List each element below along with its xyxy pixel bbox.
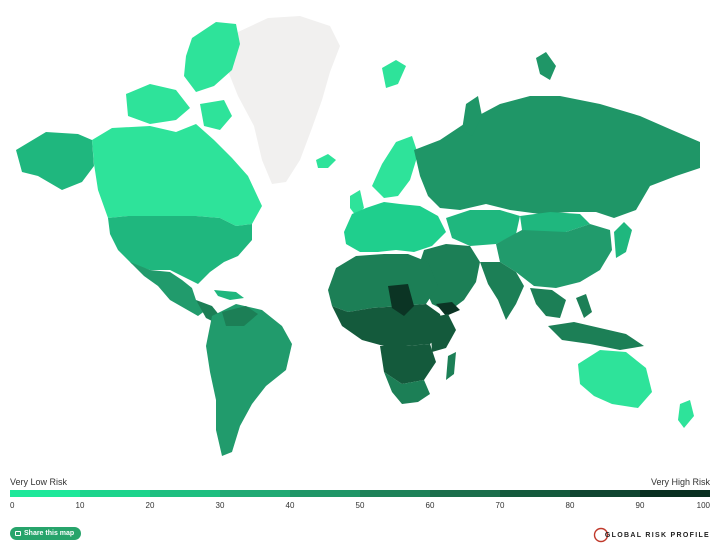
map-region-alaska[interactable] <box>16 132 94 190</box>
map-region-caribbean[interactable] <box>214 290 244 300</box>
map-region-russia[interactable] <box>414 96 700 218</box>
map-region-new-zealand[interactable] <box>678 400 694 428</box>
map-region-mexico[interactable] <box>130 262 206 316</box>
share-map-button[interactable]: Share this map <box>10 527 82 540</box>
map-region-europe[interactable] <box>344 202 446 252</box>
map-region-mongolia[interactable] <box>520 212 590 234</box>
map-region-sahel[interactable] <box>332 304 444 346</box>
legend-segment <box>10 490 80 497</box>
legend-segment <box>360 490 430 497</box>
legend-segment <box>220 490 290 497</box>
legend-tick-label: 40 <box>285 501 295 510</box>
map-region-united-kingdom[interactable] <box>350 190 364 216</box>
map-region-east-africa[interactable] <box>430 314 456 352</box>
map-region-central-africa[interactable] <box>380 344 436 384</box>
legend-low-label: Very Low Risk <box>10 477 68 487</box>
legend-tick-label: 0 <box>10 501 15 510</box>
map-region-japan[interactable] <box>614 222 632 258</box>
brand-circle-icon <box>593 527 609 543</box>
map-region-russia-north-islands[interactable] <box>462 52 556 136</box>
legend-tick-label: 70 <box>495 501 505 510</box>
map-region-southern-africa[interactable] <box>384 372 430 404</box>
legend-segment <box>430 490 500 497</box>
map-region-central-asia[interactable] <box>446 210 520 246</box>
map-region-middle-east[interactable] <box>418 244 480 312</box>
map-region-canadian-arctic[interactable] <box>184 22 240 92</box>
map-region-greenland[interactable] <box>226 16 340 184</box>
legend-segment <box>570 490 640 497</box>
map-region-yemen[interactable] <box>436 302 460 316</box>
legend-tick-label: 30 <box>215 501 225 510</box>
legend-tick-label: 80 <box>565 501 575 510</box>
legend-tick-label: 20 <box>145 501 155 510</box>
legend-tick-label: 90 <box>635 501 645 510</box>
legend-ticks: 0 10 20 30 40 50 60 70 80 90 100 <box>10 501 710 513</box>
map-region-australia[interactable] <box>578 350 652 408</box>
map-region-iceland[interactable] <box>316 154 336 168</box>
share-map-label: Share this map <box>24 530 75 537</box>
map-region-united-states[interactable] <box>108 216 252 284</box>
legend-color-scale <box>10 490 710 497</box>
map-region-sudan[interactable] <box>388 284 414 316</box>
legend-tick-label: 50 <box>355 501 365 510</box>
legend-segment <box>290 490 360 497</box>
map-region-svalbard[interactable] <box>382 60 406 88</box>
legend-tick-label: 60 <box>425 501 435 510</box>
brand-logo: GLOBAL RISK PROFILE <box>593 527 710 543</box>
legend-segment <box>80 490 150 497</box>
world-risk-map[interactable] <box>0 0 720 470</box>
legend-segment <box>500 490 570 497</box>
map-region-madagascar[interactable] <box>446 352 456 380</box>
map-region-arctic-islands[interactable] <box>126 84 232 130</box>
brand-name: GLOBAL RISK PROFILE <box>604 531 710 539</box>
map-region-south-america[interactable] <box>206 304 292 456</box>
legend-tick-label: 10 <box>75 501 85 510</box>
map-region-southeast-asia[interactable] <box>530 288 566 318</box>
legend-segment <box>150 490 220 497</box>
map-region-china[interactable] <box>496 224 612 288</box>
map-region-scandinavia[interactable] <box>372 136 418 198</box>
map-region-venezuela[interactable] <box>222 306 258 326</box>
share-icon <box>15 531 21 536</box>
legend-tick-label: 100 <box>696 501 710 510</box>
map-region-canada[interactable] <box>92 124 262 226</box>
map-region-indonesia[interactable] <box>548 322 644 350</box>
map-region-south-asia[interactable] <box>480 262 524 320</box>
legend-high-label: Very High Risk <box>650 477 710 487</box>
map-region-philippines[interactable] <box>576 294 592 318</box>
legend-segment <box>640 490 710 497</box>
